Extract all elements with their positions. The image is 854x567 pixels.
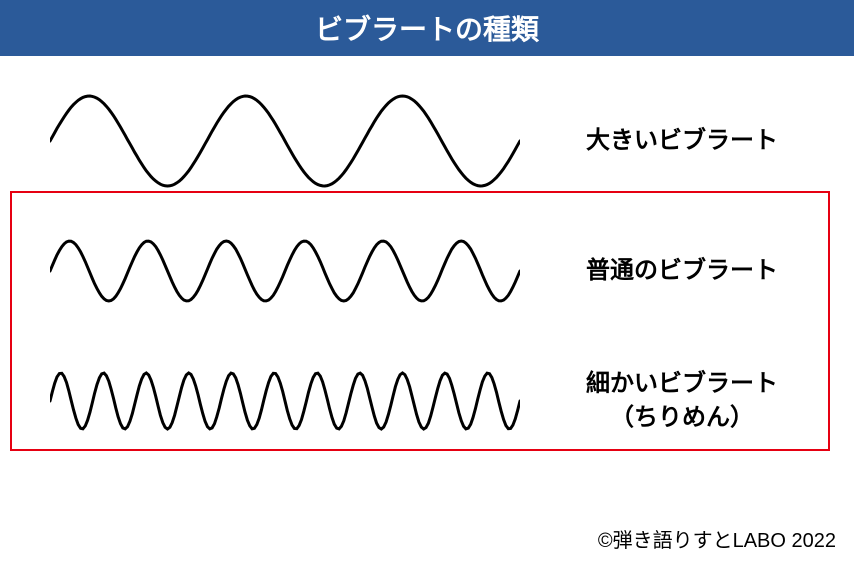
title-text: ビブラートの種類 — [315, 14, 539, 45]
wave-fine-svg — [50, 361, 520, 441]
wave-large — [30, 86, 540, 196]
title-bar: ビブラートの種類 — [0, 0, 854, 56]
copyright-text: ©弾き語りすとLABO 2022 — [598, 524, 836, 553]
vibrato-row-fine: 細かいビブラート（ちりめん） — [30, 346, 824, 456]
vibrato-row-normal: 普通のビブラート — [30, 216, 824, 326]
wave-large-svg — [50, 86, 520, 196]
wave-fine — [30, 346, 540, 456]
wave-normal — [30, 216, 540, 326]
label-fine: 細かいビブラート（ちりめん） — [540, 367, 824, 434]
wave-normal-svg — [50, 231, 520, 311]
vibrato-row-large: 大きいビブラート — [30, 86, 824, 196]
content-area: 大きいビブラート 普通のビブラート 細かいビブラート（ちりめん） — [0, 56, 854, 456]
label-normal: 普通のビブラート — [540, 254, 824, 288]
label-large: 大きいビブラート — [540, 124, 824, 158]
